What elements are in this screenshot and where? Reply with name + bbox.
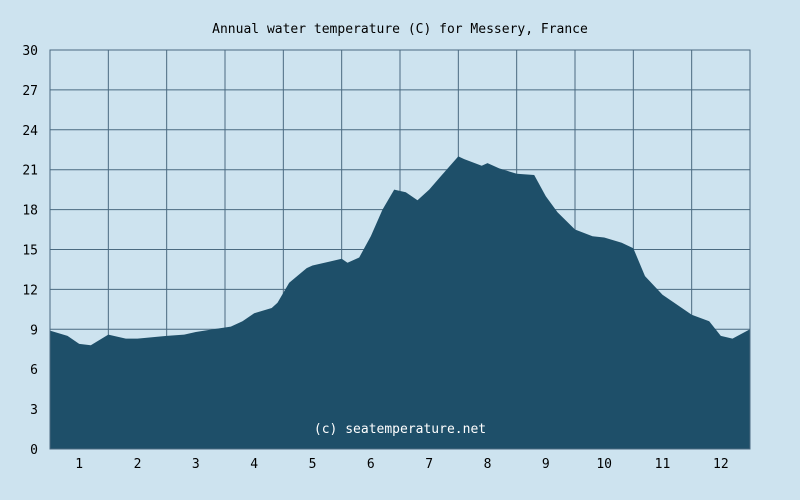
x-tick-label: 2	[134, 457, 142, 472]
y-tick-label: 6	[30, 363, 38, 378]
x-tick-label: 12	[713, 457, 729, 472]
x-tick-label: 8	[484, 457, 492, 472]
y-tick-label: 15	[22, 244, 38, 259]
y-tick-label: 12	[22, 283, 38, 298]
y-tick-label: 9	[30, 323, 38, 338]
plot-border	[49, 49, 751, 450]
x-tick-label: 10	[596, 457, 612, 472]
y-tick-label: 0	[30, 443, 38, 458]
y-tick-label: 21	[22, 164, 38, 179]
y-tick-label: 27	[22, 84, 38, 99]
x-tick-label: 4	[250, 457, 258, 472]
x-tick-label: 11	[655, 457, 671, 472]
y-tick-label: 24	[22, 124, 38, 139]
x-tick-label: 7	[425, 457, 433, 472]
y-tick-label: 18	[22, 204, 38, 219]
watermark: (c) seatemperature.net	[314, 422, 486, 437]
x-tick-label: 5	[309, 457, 317, 472]
x-tick-label: 1	[75, 457, 83, 472]
x-tick-label: 3	[192, 457, 200, 472]
y-axis-ticks: 0 3 6 9 12 15 18 21 24 27 30	[22, 44, 38, 458]
x-tick-label: 9	[542, 457, 550, 472]
x-tick-label: 6	[367, 457, 375, 472]
x-axis-ticks: 1 2 3 4 5 6 7 8 9 10 11 12	[75, 457, 728, 472]
y-tick-label: 3	[30, 403, 38, 418]
y-tick-label: 30	[22, 44, 38, 59]
temperature-area	[50, 156, 750, 449]
chart-title: Annual water temperature (C) for Messery…	[212, 22, 588, 37]
